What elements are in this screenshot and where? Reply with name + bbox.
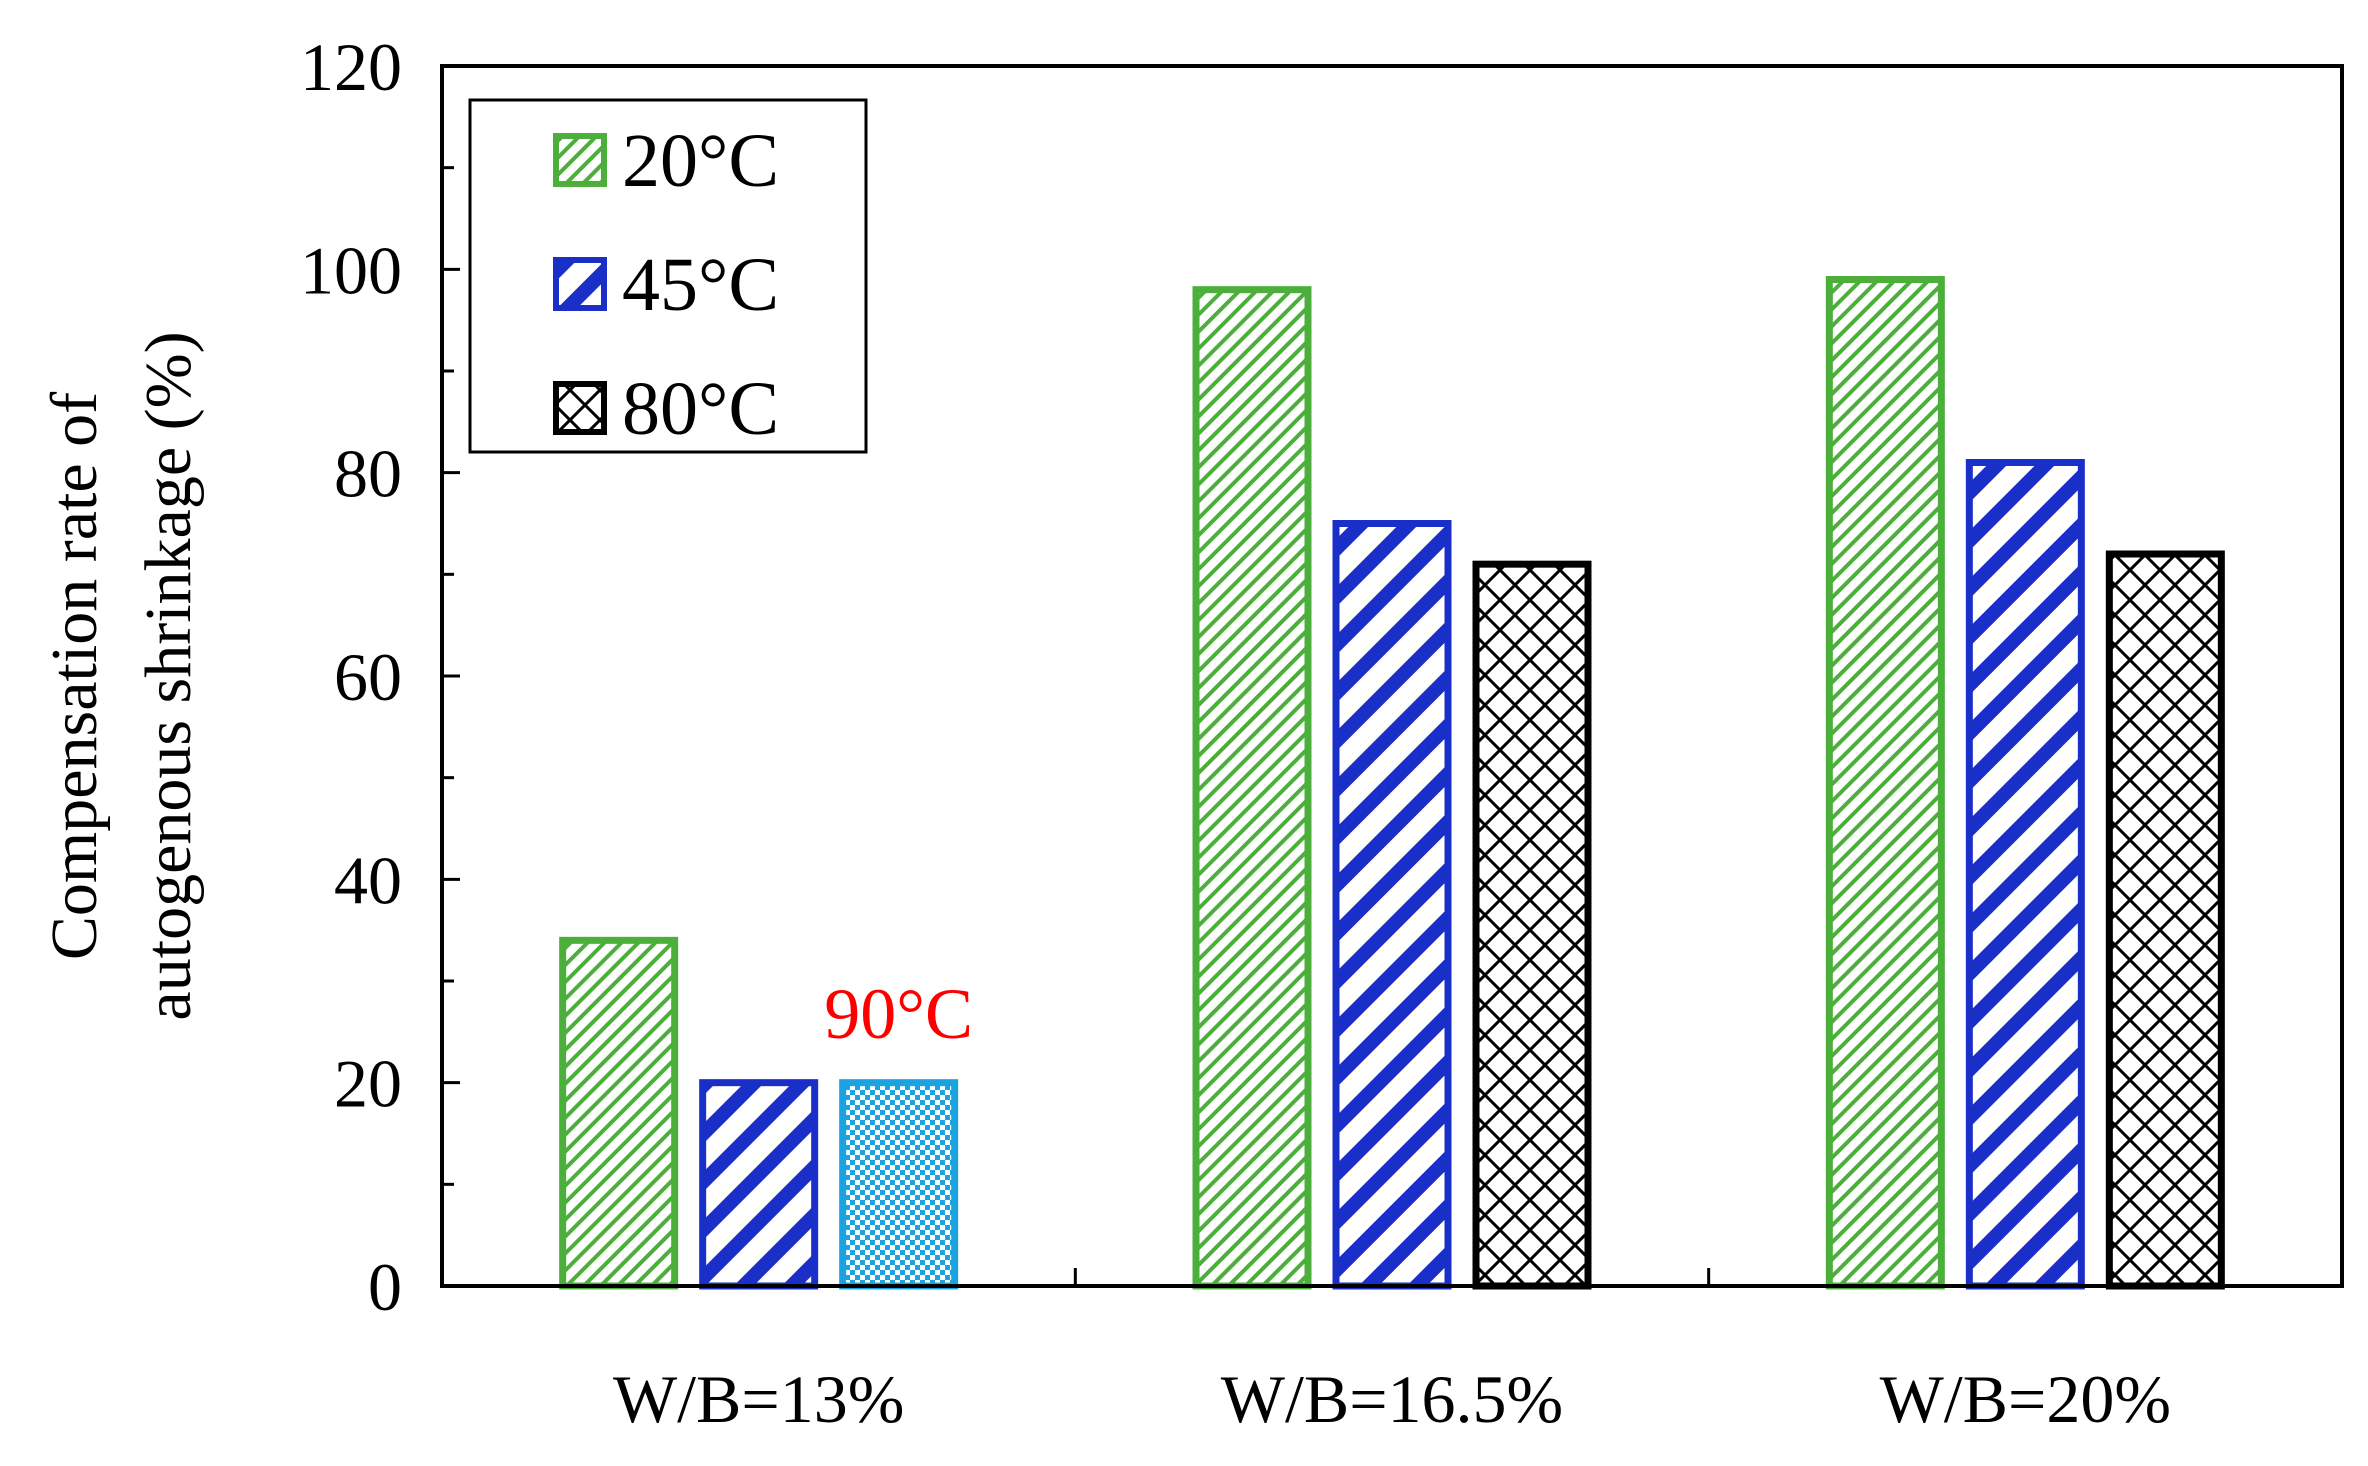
y-tick-label: 0 — [368, 1249, 402, 1325]
legend-swatch — [553, 133, 607, 187]
y-tick-label: 20 — [334, 1046, 402, 1122]
category-label: W/B=13% — [613, 1361, 904, 1437]
bar-45C-0 — [699, 1079, 819, 1290]
legend-label: 80°C — [622, 367, 779, 451]
x-ticks — [1073, 1268, 1711, 1286]
bar-45C-1 — [1332, 520, 1452, 1290]
annotation-90c-label: 90°C — [824, 974, 973, 1054]
y-ticks: 0 20 40 60 80 100 120 — [300, 29, 460, 1325]
y-tick-label: 60 — [334, 639, 402, 715]
legend-swatch — [553, 257, 607, 311]
bar-20C-0 — [559, 936, 679, 1290]
bar-80C-2 — [2105, 550, 2225, 1290]
y-tick-label: 100 — [300, 232, 402, 308]
bar-extra-0 — [839, 1079, 959, 1290]
category-label: W/B=16.5% — [1221, 1361, 1563, 1437]
legend-label: 20°C — [622, 119, 779, 203]
legend-box — [468, 98, 868, 454]
category-label: W/B=20% — [1880, 1361, 2171, 1437]
y-axis-title-line1: Compensation rate of — [38, 392, 111, 960]
bars — [442, 276, 2342, 1290]
bar-45C-2 — [1965, 459, 2085, 1290]
y-tick-label: 40 — [334, 842, 402, 918]
y-tick-label: 120 — [300, 29, 402, 105]
bar-80C-1 — [1472, 560, 1592, 1290]
legend: 20°C 45°C 80°C — [468, 98, 868, 454]
y-tick-label: 80 — [334, 436, 402, 512]
category-labels: W/B=13% W/B=16.5% W/B=20% — [613, 1361, 2171, 1437]
legend-label: 45°C — [622, 243, 779, 327]
y-axis-title: Compensation rate of autogenous shrinkag… — [38, 331, 205, 1020]
y-axis-title-line2: autogenous shrinkage (%) — [132, 331, 205, 1020]
legend-swatch — [553, 381, 607, 435]
bar-20C-2 — [1825, 276, 1945, 1290]
bar-20C-1 — [1192, 286, 1312, 1290]
